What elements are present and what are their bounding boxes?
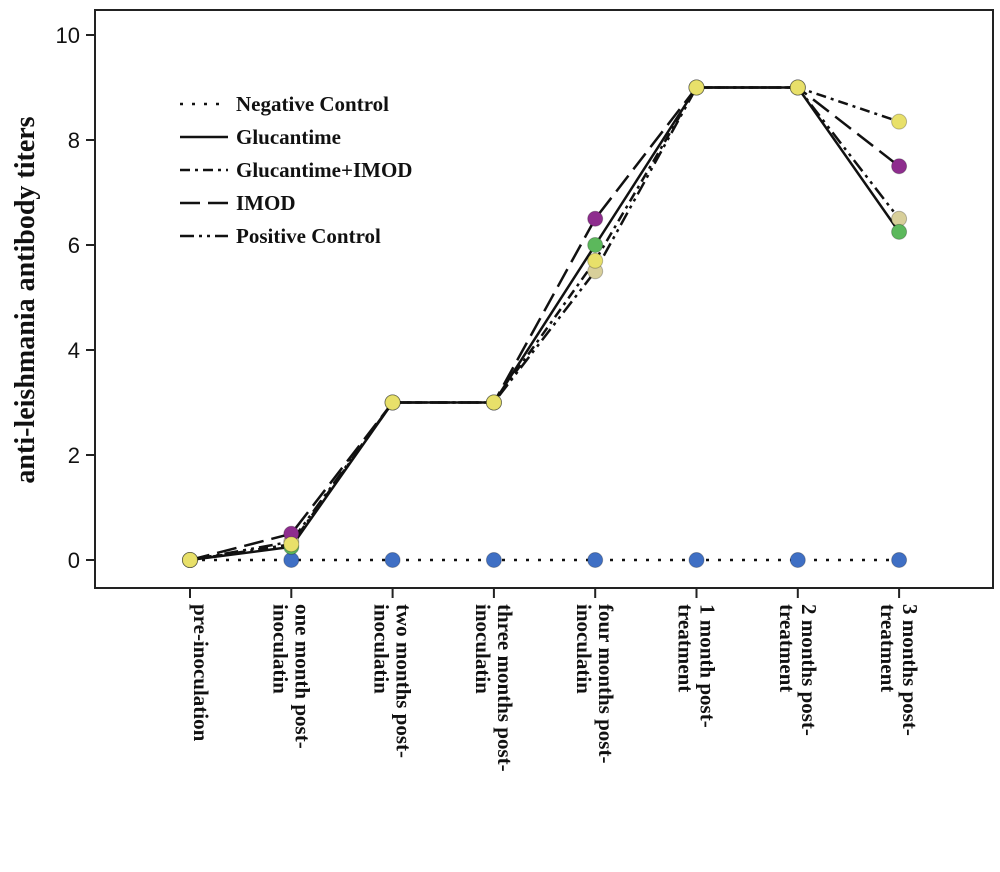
data-point bbox=[384, 552, 401, 568]
x-tick-label: three months post-inoculatin bbox=[471, 604, 517, 772]
data-point bbox=[384, 394, 401, 411]
data-point bbox=[587, 252, 604, 269]
x-tick-label-line: treatment bbox=[674, 604, 698, 692]
x-tick-label-line: 2 months post- bbox=[797, 604, 821, 736]
x-axis: pre-inoculation one month post-inoculatin… bbox=[189, 588, 922, 772]
x-tick-label: two months post-inoculatin bbox=[370, 604, 416, 758]
x-tick-label-line: inoculatin bbox=[471, 604, 495, 694]
data-point bbox=[789, 79, 806, 96]
data-point bbox=[485, 394, 502, 411]
x-tick-label-line: treatment bbox=[876, 604, 900, 692]
data-point bbox=[485, 552, 502, 568]
x-tick-label: pre-inoculation bbox=[189, 604, 213, 742]
data-point bbox=[182, 552, 198, 568]
legend-label: Glucantime+IMOD bbox=[236, 158, 412, 182]
y-tick-label: 2 bbox=[68, 443, 80, 468]
series-lines bbox=[189, 86, 901, 562]
legend: Negative Control Glucantime Glucantime+IMO… bbox=[180, 92, 412, 248]
legend-label: IMOD bbox=[236, 191, 296, 215]
legend-label: Positive Control bbox=[236, 224, 381, 248]
data-point bbox=[789, 552, 806, 568]
y-axis: 0 2 4 6 8 10 bbox=[56, 23, 95, 573]
data-point bbox=[891, 552, 908, 568]
series-line bbox=[189, 86, 901, 562]
series-line bbox=[189, 86, 900, 562]
data-point bbox=[587, 210, 604, 227]
x-tick-label: four months post-inoculatin bbox=[572, 604, 618, 763]
data-point bbox=[283, 536, 300, 553]
x-tick-label-line: pre-inoculation bbox=[189, 604, 213, 742]
x-tick-label: one month post-inoculatin bbox=[268, 604, 314, 749]
y-tick-label: 8 bbox=[68, 128, 80, 153]
x-tick-label: 2 months post-treatment bbox=[775, 604, 821, 736]
x-tick-label: 1 month post-treatment bbox=[674, 604, 720, 728]
y-tick-label: 6 bbox=[68, 233, 80, 258]
legend-label: Negative Control bbox=[236, 92, 389, 116]
data-point bbox=[891, 223, 908, 240]
y-tick-label: 0 bbox=[68, 548, 80, 573]
x-tick-label-line: inoculatin bbox=[268, 604, 292, 694]
plot-frame bbox=[94, 9, 994, 589]
legend-label: Glucantime bbox=[236, 125, 341, 149]
x-tick-label-line: four months post- bbox=[594, 604, 618, 763]
x-tick-label-line: three months post- bbox=[493, 604, 517, 772]
data-point bbox=[587, 237, 604, 253]
y-axis-title: anti-leishmania antibody titers bbox=[10, 116, 41, 483]
data-point bbox=[587, 552, 604, 568]
data-point bbox=[688, 552, 705, 568]
x-tick-label-line: inoculatin bbox=[370, 604, 394, 694]
x-tick-label-line: treatment bbox=[775, 604, 799, 692]
series-markers bbox=[182, 79, 908, 568]
x-tick-label-line: inoculatin bbox=[572, 604, 596, 694]
y-tick-label: 10 bbox=[56, 23, 80, 48]
y-tick-label: 4 bbox=[68, 338, 80, 363]
data-point bbox=[891, 158, 908, 175]
x-tick-label-line: one month post- bbox=[290, 604, 314, 749]
x-tick-label-line: two months post- bbox=[392, 604, 416, 758]
x-tick-label: 3 months post-treatment bbox=[876, 604, 922, 736]
x-tick-label-line: 3 months post- bbox=[898, 604, 922, 736]
x-tick-label-line: 1 month post- bbox=[696, 604, 720, 728]
data-point bbox=[688, 79, 705, 96]
data-point bbox=[891, 113, 908, 130]
